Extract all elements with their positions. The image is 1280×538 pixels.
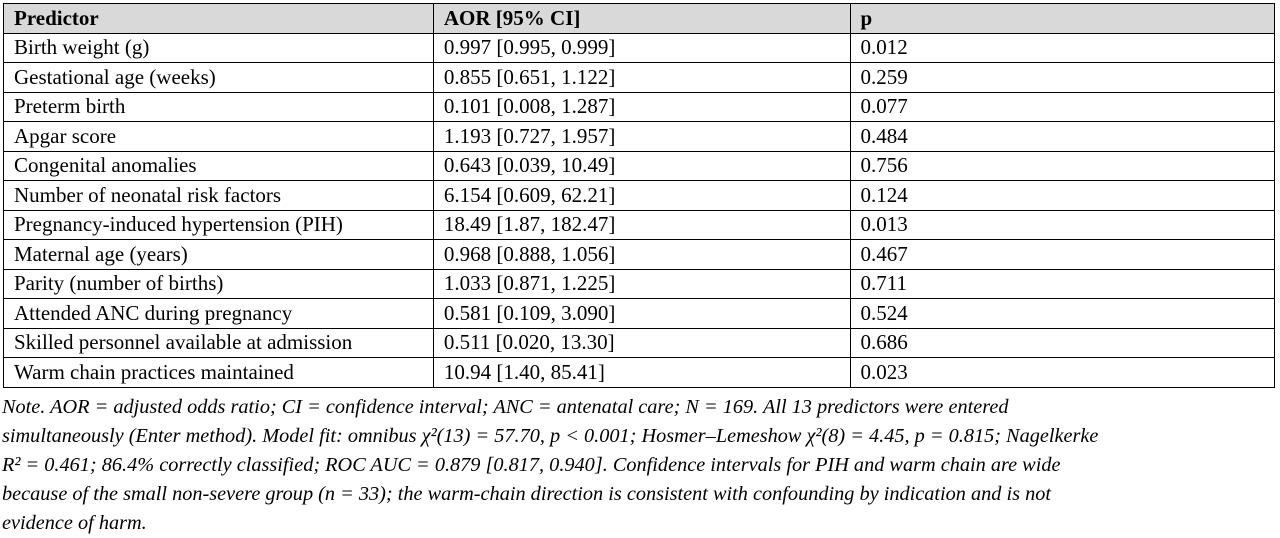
table-row: Congenital anomalies 0.643 [0.039, 10.49]… — [3, 150, 1276, 181]
table-cell: Number of neonatal risk factors — [3, 180, 434, 211]
note-line: Note. AOR = adjusted odds ratio; CI = co… — [2, 396, 1009, 418]
note-line: simultaneously (Enter method). Model fit… — [2, 425, 1099, 447]
table-row: Attended ANC during pregnancy 0.581 [0.10… — [3, 298, 1276, 329]
table-cell: Pregnancy-induced hypertension (PIH) — [3, 209, 434, 240]
table-cell: 0.581 [0.109, 3.090] — [432, 298, 851, 329]
header-cell: Predictor — [3, 3, 434, 34]
table-cell: 0.484 — [849, 121, 1276, 152]
header-row: Predictor AOR [95% CI] p — [3, 3, 1276, 34]
table-cell: 0.013 — [849, 209, 1276, 240]
table-cell: 0.711 — [849, 268, 1276, 299]
table-cell: 0.023 — [849, 357, 1276, 388]
table-cell: 1.033 [0.871, 1.225] — [432, 268, 851, 299]
table-cell: 6.154 [0.609, 62.21] — [432, 180, 851, 211]
table-cell: Maternal age (years) — [3, 239, 434, 270]
table-row: Gestational age (weeks) 0.855 [0.651, 1.1… — [3, 62, 1276, 93]
page: Predictor AOR [95% CI] p Birth weight (g) 0… — [2, 3, 1276, 534]
table-cell: 0.511 [0.020, 13.30] — [432, 327, 851, 358]
table-row: Preterm birth 0.101 [0.008, 1.287] 0.077 — [3, 91, 1276, 122]
header-cell: AOR [95% CI] — [432, 3, 851, 34]
table-row: Number of neonatal risk factors 6.154 [0.… — [3, 180, 1276, 211]
table-cell: 0.686 — [849, 327, 1276, 358]
table-cell: 0.101 [0.008, 1.287] — [432, 91, 851, 122]
table-cell: Parity (number of births) — [3, 268, 434, 299]
table-cell: 0.643 [0.039, 10.49] — [432, 150, 851, 181]
table-row: Skilled personnel available at admission… — [3, 327, 1276, 358]
table-cell: 10.94 [1.40, 85.41] — [432, 357, 851, 388]
table-cell: Warm chain practices maintained — [3, 357, 434, 388]
table-cell: 0.855 [0.651, 1.122] — [432, 62, 851, 93]
table-row: Apgar score 1.193 [0.727, 1.957] 0.484 — [3, 121, 1276, 152]
table-cell: Birth weight (g) — [3, 32, 434, 63]
results-table: Predictor AOR [95% CI] p Birth weight (g) 0… — [3, 3, 1276, 388]
table-cell: Gestational age (weeks) — [3, 62, 434, 93]
table-cell: 0.077 — [849, 91, 1276, 122]
table-cell: 0.012 — [849, 32, 1276, 63]
table-cell: 0.756 — [849, 150, 1276, 181]
table-cell: Apgar score — [3, 121, 434, 152]
table-row: Parity (number of births) 1.033 [0.871, 1… — [3, 268, 1276, 299]
table-cell: Skilled personnel available at admission — [3, 327, 434, 358]
table-note: Note. AOR = adjusted odds ratio; CI = co… — [2, 393, 1098, 538]
table-cell: Congenital anomalies — [3, 150, 434, 181]
note-line: because of the small non-severe group (n… — [2, 483, 1052, 505]
table-cell: 1.193 [0.727, 1.957] — [432, 121, 851, 152]
note-line: R² = 0.461; 86.4% correctly classified; … — [2, 454, 1061, 476]
table-cell: 18.49 [1.87, 182.47] — [432, 209, 851, 240]
note-line: evidence of harm. — [2, 512, 147, 534]
table-row: Maternal age (years) 0.968 [0.888, 1.056]… — [3, 239, 1276, 270]
table-row: Warm chain practices maintained 10.94 [1.… — [3, 357, 1276, 388]
table-cell: Attended ANC during pregnancy — [3, 298, 434, 329]
table-cell: 0.524 — [849, 298, 1276, 329]
table-cell: 0.997 [0.995, 0.999] — [432, 32, 851, 63]
table-cell: 0.467 — [849, 239, 1276, 270]
table-row: Pregnancy-induced hypertension (PIH) 18.4… — [3, 209, 1276, 240]
table-cell: Preterm birth — [3, 91, 434, 122]
header-cell: p — [849, 3, 1276, 34]
table-cell: 0.259 — [849, 62, 1276, 93]
table-cell: 0.968 [0.888, 1.056] — [432, 239, 851, 270]
table-row: Birth weight (g) 0.997 [0.995, 0.999] 0.01… — [3, 32, 1276, 63]
table-cell: 0.124 — [849, 180, 1276, 211]
